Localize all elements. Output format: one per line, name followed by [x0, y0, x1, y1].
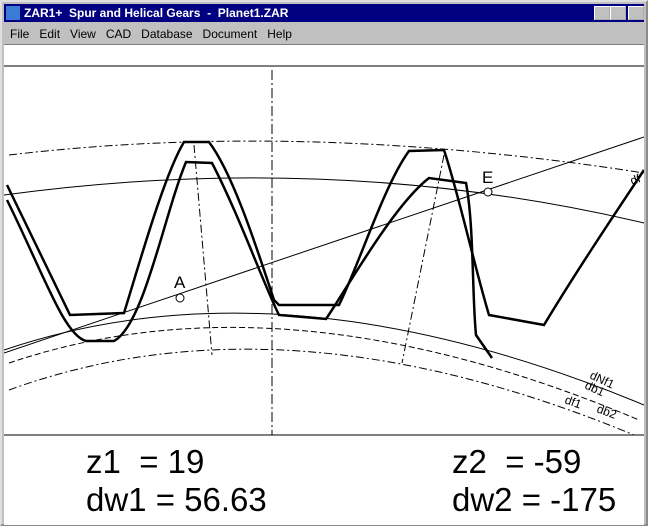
circle-label: df1	[563, 393, 584, 412]
tip-circle	[8, 140, 644, 174]
minimize-button[interactable]	[594, 6, 610, 20]
point-a	[175, 293, 185, 303]
title-bar: ZAR1+ Spur and Helical Gears - Planet1.Z…	[4, 4, 644, 22]
tooth-axis	[193, 144, 213, 356]
point-label: E	[482, 168, 493, 187]
circle-dnf1	[4, 312, 644, 406]
maximize-button[interactable]	[610, 6, 626, 20]
window-title: ZAR1+ Spur and Helical Gears - Planet1.Z…	[24, 6, 289, 20]
gear2-profile	[5, 160, 494, 359]
menu-bar: File Edit View CAD Database Document Help	[4, 24, 644, 44]
drawing-area: A E dNf1 db1 df1 db2 df z1 = 19 dw1 = 56…	[4, 44, 644, 525]
gear1-profile	[5, 140, 644, 327]
result-z2: z2 = -59	[452, 443, 582, 480]
menu-item[interactable]: File	[10, 27, 30, 41]
point-label: A	[174, 273, 186, 292]
result-dw1: dw1 = 56.63	[86, 481, 267, 518]
menu-item[interactable]: View	[70, 27, 96, 41]
result-dw2: dw2 = -175	[452, 481, 617, 518]
app-icon	[6, 6, 20, 20]
point-e	[483, 187, 493, 197]
tooth-axis	[401, 154, 445, 364]
circle-df1	[8, 348, 635, 436]
menu-item[interactable]: Document	[202, 27, 258, 41]
menu-item[interactable]: Database	[141, 27, 193, 41]
menu-item[interactable]: Help	[267, 27, 292, 41]
gear-drawing: A E dNf1 db1 df1 db2 df	[4, 65, 644, 436]
circle-label: db2	[595, 402, 619, 422]
menu-item[interactable]: CAD	[105, 27, 132, 41]
line-of-action	[4, 136, 644, 354]
pitch-circle-2	[4, 177, 644, 224]
close-button[interactable]	[628, 6, 644, 20]
menu-item[interactable]: Edit	[39, 27, 61, 41]
result-z1: z1 = 19	[86, 443, 205, 480]
